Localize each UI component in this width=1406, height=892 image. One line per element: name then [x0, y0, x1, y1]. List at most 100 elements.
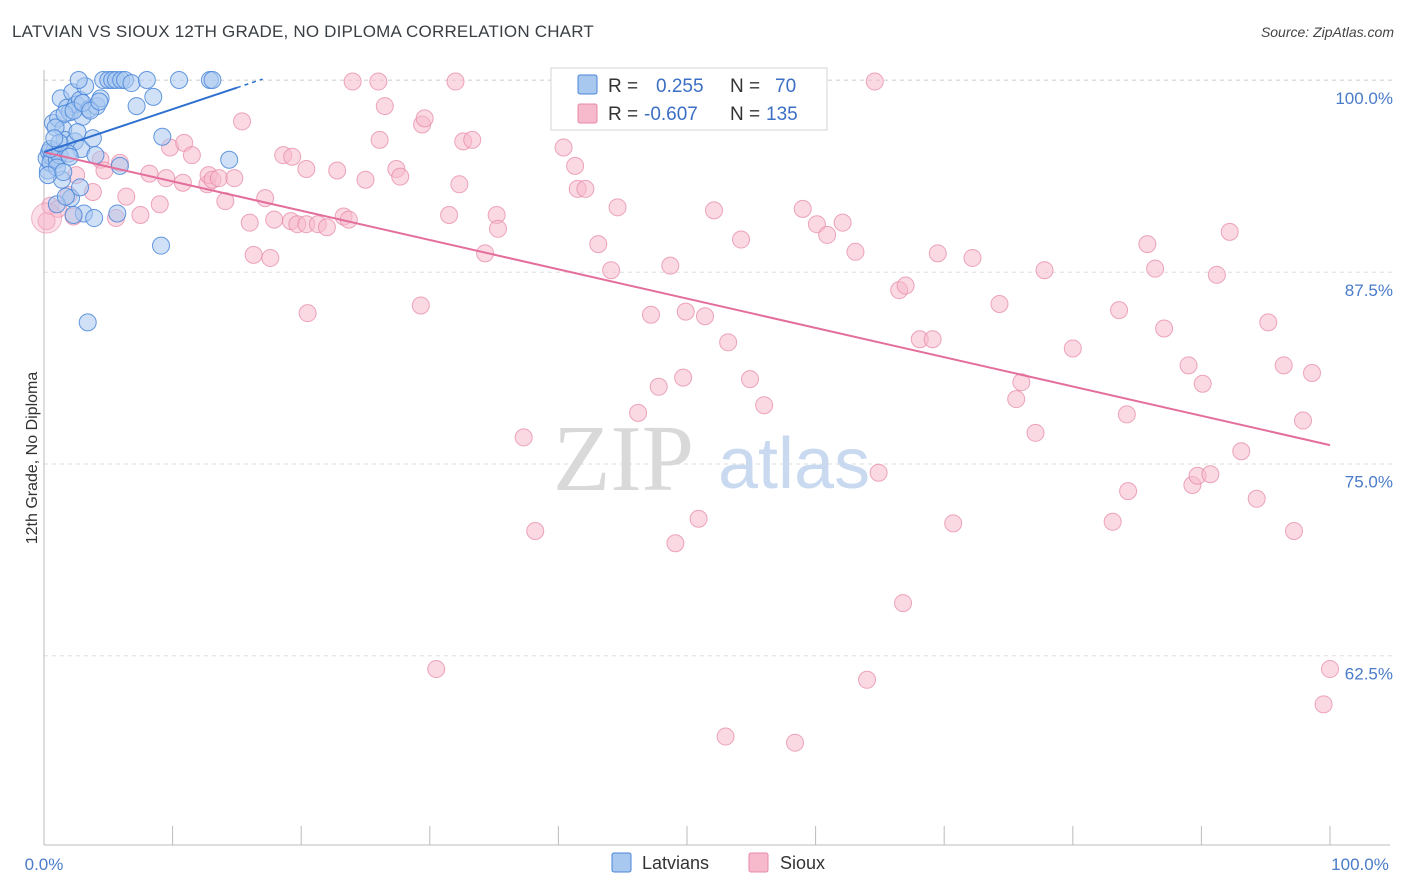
sioux-point: [261, 248, 280, 267]
sioux-point: [1201, 465, 1220, 484]
sioux-point: [833, 213, 852, 232]
y-tick-label: 87.5%: [1345, 281, 1393, 300]
sioux-point: [661, 256, 680, 275]
sioux-point: [415, 109, 434, 128]
latvian-point: [170, 71, 189, 89]
sioux-point: [328, 161, 347, 180]
latvian-point: [153, 127, 172, 146]
sioux-point: [225, 169, 244, 188]
sioux-point: [265, 210, 284, 229]
latvian-point: [78, 313, 97, 332]
sioux-point: [786, 733, 805, 752]
sioux-point: [440, 205, 459, 224]
sioux-point: [370, 130, 389, 149]
sioux-point: [446, 72, 465, 91]
latvian-point: [127, 97, 146, 116]
source-label: Source: ZipAtlas.com: [1260, 24, 1394, 40]
sioux-point: [676, 302, 695, 321]
sioux-point: [356, 170, 375, 189]
x-tick-label-min: 0.0%: [25, 855, 64, 874]
sioux-point: [1302, 363, 1321, 382]
sioux-point: [793, 199, 812, 218]
sioux-point: [896, 276, 915, 295]
sioux-point: [923, 330, 942, 349]
sioux-point: [1026, 423, 1045, 442]
legend-latvians-n-value: 70: [775, 76, 796, 97]
sioux-point: [602, 261, 621, 280]
sioux-point: [244, 245, 263, 264]
latvian-point: [54, 163, 73, 182]
sioux-point: [1207, 265, 1226, 284]
legend-latvians-r-label: R =: [608, 76, 638, 97]
sioux-point: [649, 377, 668, 396]
sioux-point: [1063, 339, 1082, 358]
sioux-point: [858, 670, 877, 689]
sioux-point: [641, 305, 660, 324]
sioux-point: [865, 72, 884, 91]
bottom-legend-latvians-swatch: [611, 852, 632, 873]
legend-latvians-swatch: [577, 74, 598, 95]
sioux-trend-line: [43, 151, 1331, 447]
latvians-trend-line: [43, 86, 238, 154]
sioux-point: [427, 660, 446, 679]
sioux-point: [696, 307, 715, 326]
sioux-point: [131, 205, 150, 224]
sioux-point: [391, 167, 410, 186]
sioux-point: [1007, 390, 1026, 409]
sioux-point: [755, 396, 774, 415]
sioux-point: [1284, 521, 1303, 540]
sioux-point: [1321, 660, 1339, 679]
sioux-point: [944, 514, 963, 533]
bottom-legend: Latvians Sioux: [611, 852, 825, 873]
y-tick-label: 75.0%: [1345, 473, 1393, 492]
sioux-point: [375, 97, 394, 116]
sioux-point: [1103, 512, 1122, 531]
latvian-points: [37, 71, 239, 332]
latvian-point: [144, 87, 163, 106]
watermark: ZIP atlas: [553, 407, 870, 511]
sioux-point: [514, 428, 533, 447]
latvian-point: [71, 178, 90, 197]
latvian-point: [152, 236, 171, 255]
latvian-point: [69, 71, 88, 89]
sioux-point: [1012, 373, 1031, 392]
sioux-point: [1110, 301, 1129, 320]
sioux-point: [1119, 482, 1138, 501]
sioux-point: [150, 195, 169, 214]
sioux-point: [608, 198, 627, 217]
sioux-point: [741, 370, 760, 389]
sioux-point: [1247, 489, 1266, 508]
sioux-point: [732, 230, 751, 249]
y-tick-labels: 100.0% 87.5% 75.0% 62.5%: [1335, 89, 1393, 683]
sioux-point: [1193, 374, 1212, 393]
legend-sioux-n-value: 135: [766, 104, 798, 125]
latvian-point: [86, 146, 105, 165]
latvian-point: [137, 71, 156, 89]
sioux-point: [488, 219, 507, 238]
latvian-point: [56, 187, 75, 206]
sioux-point: [705, 201, 724, 220]
sioux-point: [343, 72, 362, 91]
latvian-point: [220, 150, 239, 169]
sioux-point: [182, 146, 201, 165]
sioux-point: [1220, 222, 1239, 241]
sioux-point: [928, 244, 947, 263]
sioux-point: [140, 164, 159, 183]
sioux-point: [566, 156, 585, 175]
sioux-point: [1155, 319, 1174, 338]
sioux-point: [629, 403, 648, 422]
trend-lines: [43, 78, 1331, 447]
sioux-point: [1138, 235, 1157, 254]
legend-sioux-n-label: N =: [730, 104, 760, 125]
sioux-point: [411, 296, 430, 315]
sioux-point: [869, 463, 888, 482]
latvian-point: [122, 74, 141, 93]
sioux-point: [1274, 356, 1293, 375]
sioux-point: [233, 112, 252, 131]
sioux-point: [1035, 261, 1054, 280]
watermark-zip: ZIP: [553, 407, 694, 511]
latvian-point: [203, 71, 222, 89]
sioux-point: [1146, 259, 1165, 278]
sioux-point: [674, 368, 693, 387]
sioux-point: [589, 235, 608, 254]
